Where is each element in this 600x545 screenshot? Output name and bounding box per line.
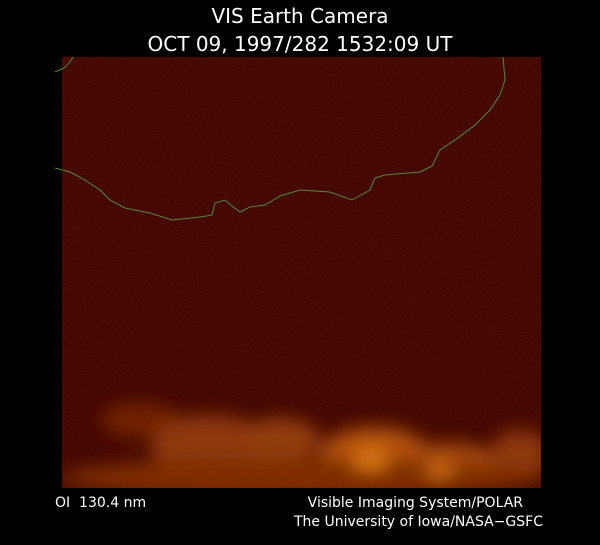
credit-line: The University of Iowa/NASA−GSFC bbox=[293, 514, 543, 530]
noise bbox=[62, 57, 541, 488]
camera-image bbox=[62, 57, 541, 488]
credit-line: Visible Imaging System/POLAR bbox=[308, 495, 524, 511]
filter-label: OI 130.4 nm bbox=[55, 495, 146, 511]
subtitle: OCT 09, 1997/282 1532:09 UT bbox=[148, 32, 454, 56]
coastline bbox=[54, 56, 506, 221]
title: VIS Earth Camera bbox=[211, 4, 388, 28]
